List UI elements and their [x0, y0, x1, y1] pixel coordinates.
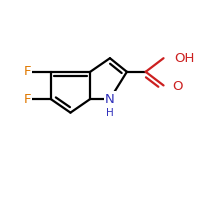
Text: N: N — [105, 93, 115, 106]
Text: F: F — [23, 65, 31, 78]
Text: OH: OH — [174, 52, 194, 65]
Text: H: H — [106, 108, 114, 118]
Text: F: F — [23, 93, 31, 106]
Text: O: O — [172, 80, 182, 93]
